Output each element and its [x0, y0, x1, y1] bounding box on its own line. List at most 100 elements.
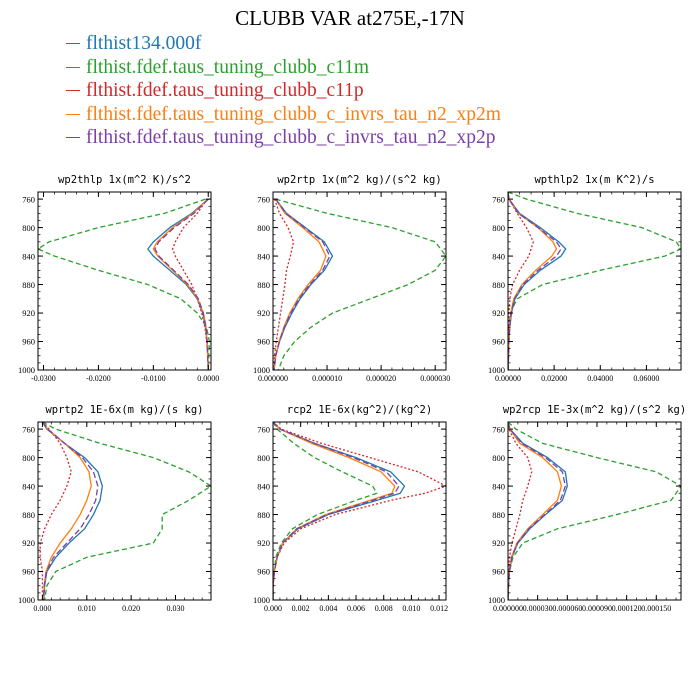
series-group	[39, 422, 211, 600]
series-line	[273, 198, 331, 370]
chart-panel: wprtp2 1E-6x(m kg)/(s kg) 760 800 840 880 920…	[18, 404, 212, 613]
y-tick-label: 880	[257, 510, 270, 520]
series-line	[508, 422, 681, 600]
plot-frame	[37, 191, 212, 371]
series-line	[39, 422, 72, 600]
series-line	[38, 198, 211, 370]
series-line	[508, 422, 566, 600]
legend-item: flthist.fdef.taus_tuning_clubb_c11p	[66, 79, 501, 103]
legend-swatch	[66, 113, 80, 115]
legend-label: flthist.fdef.taus_tuning_clubb_c_invrs_t…	[86, 103, 501, 125]
y-tick-label: 920	[492, 308, 505, 318]
x-tick-label: 0.010	[78, 604, 96, 613]
x-tick-label: 0.006	[347, 604, 365, 613]
series-group	[273, 422, 446, 600]
plot-frame	[37, 421, 212, 601]
y-tick-label: 960	[492, 567, 505, 577]
series-line	[42, 422, 211, 600]
legend-item: flthist.fdef.taus_tuning_clubb_c_invrs_t…	[66, 126, 501, 150]
y-tick-label: 760	[257, 424, 270, 434]
y-tick-label: 840	[492, 251, 505, 261]
series-group	[508, 422, 681, 600]
x-tick-label: 0.000090	[582, 604, 612, 613]
panel-title: wp2rtp 1x(m^2 kg)/(s^2 kg)	[277, 174, 441, 186]
series-group	[273, 198, 446, 370]
legend-swatch	[66, 43, 80, 45]
series-line	[41, 422, 103, 600]
legend: flthist134.000f flthist.fdef.taus_tuning…	[66, 32, 501, 150]
x-tick-label: 0.000030	[523, 604, 553, 613]
y-tick-label: 800	[257, 223, 270, 233]
x-tick-label: 0.020	[122, 604, 140, 613]
x-tick-label: 0.010	[402, 604, 420, 613]
plot-frame	[507, 191, 682, 371]
y-tick-label: 920	[257, 308, 270, 318]
series-line	[273, 198, 334, 370]
x-tick-label: 0.000010	[312, 374, 342, 383]
y-tick-label: 920	[257, 538, 270, 548]
y-tick-label: 1000	[253, 595, 270, 605]
series-line	[508, 192, 558, 370]
x-tick-label: 0.04000	[587, 374, 613, 383]
x-tick-label: 0.000	[33, 604, 51, 613]
y-tick-label: 760	[492, 424, 505, 434]
y-tick-label: 760	[22, 424, 35, 434]
y-tick-label: 840	[22, 481, 35, 491]
y-tick-label: 960	[492, 337, 505, 347]
y-tick-label: 800	[492, 453, 505, 463]
plot-frame	[507, 421, 682, 601]
x-tick-label: 0.000150	[641, 604, 671, 613]
x-tick-label: 0.0000	[197, 374, 219, 383]
series-group	[508, 192, 681, 370]
y-tick-label: 880	[492, 510, 505, 520]
y-tick-label: 920	[22, 538, 35, 548]
legend-item: flthist134.000f	[66, 32, 501, 56]
y-tick-label: 760	[257, 194, 270, 204]
x-tick-label: -0.0300	[31, 374, 56, 383]
chart-panel: wp2rtp 1x(m^2 kg)/(s^2 kg) 760 800 840 880 92…	[253, 174, 450, 383]
series-line	[152, 198, 209, 370]
panel-title: rcp2 1E-6x(kg^2)/(kg^2)	[287, 404, 432, 416]
panel-title: wpthlp2 1x(m K^2)/s	[534, 174, 654, 186]
y-tick-label: 840	[492, 481, 505, 491]
series-line	[171, 198, 209, 370]
x-tick-label: 0.00000	[495, 374, 521, 383]
series-line	[508, 422, 563, 600]
series-line	[273, 422, 446, 600]
y-tick-label: 1000	[488, 595, 505, 605]
legend-item: flthist.fdef.taus_tuning_clubb_c_invrs_t…	[66, 103, 501, 127]
series-line	[273, 422, 396, 600]
chart-panel: wp2rcp 1E-3x(m^2 kg)/(s^2 kg) 760 800 840 88…	[488, 404, 686, 613]
series-line	[273, 422, 400, 600]
y-tick-label: 1000	[18, 595, 35, 605]
y-tick-label: 920	[492, 538, 505, 548]
x-tick-label: 0.030	[167, 604, 185, 613]
y-tick-label: 840	[257, 251, 270, 261]
series-line	[508, 422, 568, 600]
legend-item: flthist.fdef.taus_tuning_clubb_c11m	[66, 56, 501, 80]
y-tick-label: 760	[22, 194, 35, 204]
chart-panel: wpthlp2 1x(m K^2)/s 760 800 840 880 920 960 100…	[488, 174, 682, 383]
x-tick-label: -0.0100	[141, 374, 166, 383]
plot-frame	[272, 421, 447, 601]
y-tick-label: 880	[492, 280, 505, 290]
y-tick-label: 960	[257, 337, 270, 347]
series-line	[41, 422, 99, 600]
legend-swatch	[66, 137, 80, 139]
y-tick-label: 760	[492, 194, 505, 204]
y-tick-label: 840	[22, 251, 35, 261]
series-line	[273, 198, 327, 370]
y-tick-label: 1000	[253, 365, 270, 375]
x-tick-label: 0.000120	[612, 604, 642, 613]
legend-label: flthist.fdef.taus_tuning_clubb_c11m	[86, 56, 370, 78]
x-tick-label: 0.06000	[633, 374, 659, 383]
x-tick-label: 0.000020	[366, 374, 396, 383]
y-tick-label: 920	[22, 308, 35, 318]
legend-label: flthist.fdef.taus_tuning_clubb_c11p	[86, 80, 364, 101]
series-line	[508, 192, 535, 370]
series-line	[508, 192, 562, 370]
legend-label: flthist134.000f	[86, 33, 202, 54]
series-line	[41, 422, 92, 600]
y-tick-label: 800	[257, 453, 270, 463]
y-tick-label: 1000	[18, 365, 35, 375]
